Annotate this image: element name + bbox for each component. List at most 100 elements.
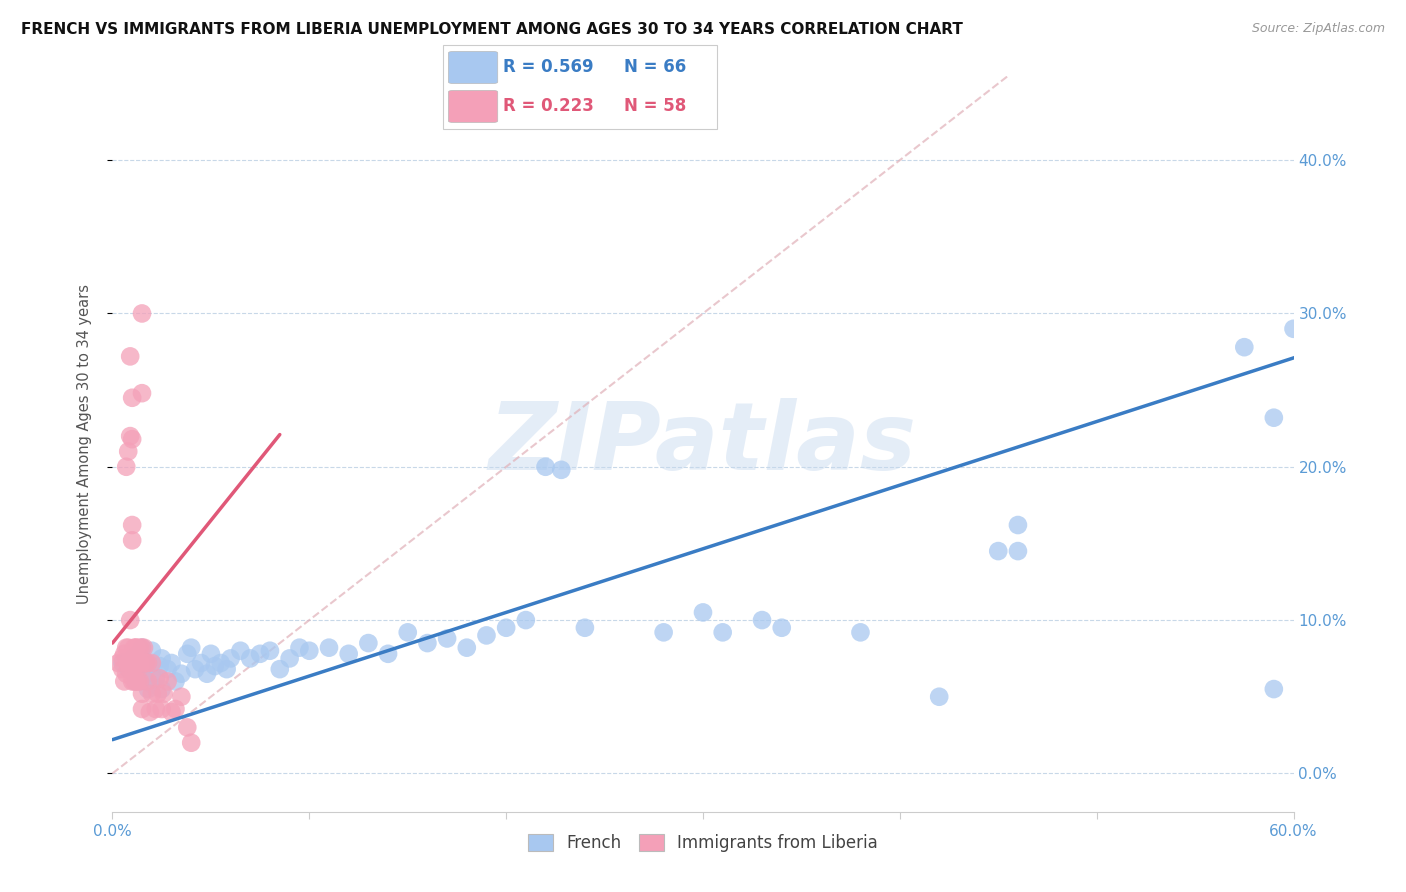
Point <box>136 656 159 670</box>
Point <box>127 647 149 661</box>
Point <box>121 432 143 446</box>
Point <box>200 647 222 661</box>
Point <box>129 659 152 673</box>
Point <box>111 656 134 670</box>
Point <box>928 690 950 704</box>
Point <box>170 666 193 681</box>
Point <box>176 720 198 734</box>
Point <box>141 677 163 691</box>
Point <box>249 647 271 661</box>
Point <box>121 674 143 689</box>
Point <box>152 687 174 701</box>
Point <box>141 656 163 670</box>
Point <box>160 656 183 670</box>
Point <box>204 659 226 673</box>
Legend: French, Immigrants from Liberia: French, Immigrants from Liberia <box>522 827 884 859</box>
Point <box>122 674 145 689</box>
Point <box>239 651 262 665</box>
Point <box>215 662 238 676</box>
Point <box>1263 681 1285 696</box>
Point <box>396 625 419 640</box>
Point <box>259 644 281 658</box>
Point <box>121 651 143 665</box>
Point <box>515 613 537 627</box>
Point <box>121 656 143 670</box>
Text: N = 58: N = 58 <box>624 97 686 115</box>
Point <box>125 674 148 689</box>
Point <box>121 391 143 405</box>
Point <box>1263 410 1285 425</box>
Point <box>107 656 129 670</box>
Point <box>534 459 557 474</box>
Point <box>131 640 153 655</box>
Point <box>120 613 142 627</box>
Point <box>377 647 399 661</box>
FancyBboxPatch shape <box>443 45 717 129</box>
Point <box>117 640 139 655</box>
Point <box>987 544 1010 558</box>
Point <box>132 662 155 676</box>
Point <box>117 656 139 670</box>
Point <box>209 656 232 670</box>
Point <box>122 640 145 655</box>
Point <box>318 640 340 655</box>
Point <box>1007 544 1029 558</box>
Point <box>111 662 134 676</box>
Point <box>770 621 793 635</box>
Point <box>229 644 252 658</box>
Point <box>149 659 172 673</box>
Point <box>436 632 458 646</box>
Text: R = 0.569: R = 0.569 <box>503 59 593 77</box>
Point <box>129 656 152 670</box>
Point <box>131 640 153 655</box>
Point <box>117 662 139 676</box>
Point <box>184 662 207 676</box>
Point <box>150 681 173 696</box>
Text: Source: ZipAtlas.com: Source: ZipAtlas.com <box>1251 22 1385 36</box>
Point <box>132 640 155 655</box>
Point <box>156 674 179 689</box>
Point <box>131 687 153 701</box>
Point <box>751 613 773 627</box>
Point <box>112 674 135 689</box>
Point <box>150 702 173 716</box>
Point <box>131 386 153 401</box>
Point <box>150 651 173 665</box>
Point <box>127 659 149 673</box>
Point <box>1233 340 1256 354</box>
Point <box>139 705 162 719</box>
Point <box>298 644 321 658</box>
Point <box>849 625 872 640</box>
Point <box>156 662 179 676</box>
Point <box>574 621 596 635</box>
Point <box>278 651 301 665</box>
Point <box>141 644 163 658</box>
Point <box>135 674 157 689</box>
Point <box>165 702 187 716</box>
Point <box>692 606 714 620</box>
Point <box>456 640 478 655</box>
Point <box>495 621 517 635</box>
Point <box>135 656 157 670</box>
Point <box>131 702 153 716</box>
Point <box>176 647 198 661</box>
Point <box>120 662 142 676</box>
Point <box>112 647 135 661</box>
Point <box>1282 322 1305 336</box>
Point <box>115 459 138 474</box>
Point <box>115 666 138 681</box>
Point <box>288 640 311 655</box>
Point <box>357 636 380 650</box>
Point <box>121 533 143 548</box>
Point <box>1007 518 1029 533</box>
Text: N = 66: N = 66 <box>624 59 686 77</box>
Point <box>475 628 498 642</box>
Point <box>111 651 134 665</box>
Point <box>550 463 572 477</box>
Point <box>136 681 159 696</box>
Point <box>122 656 145 670</box>
FancyBboxPatch shape <box>449 90 498 122</box>
Point <box>141 666 163 681</box>
Point <box>125 674 148 689</box>
Point <box>180 640 202 655</box>
